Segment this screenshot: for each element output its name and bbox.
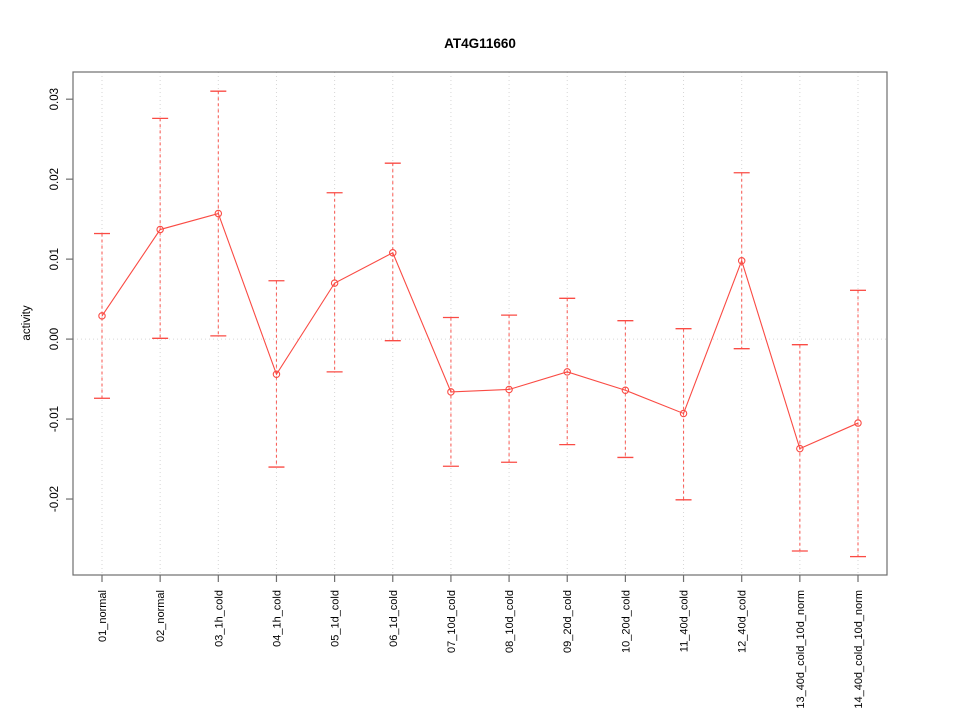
data-point-marker	[505, 385, 513, 394]
x-tick-label: 12_40d_cold	[737, 590, 749, 653]
data-point-marker	[563, 368, 571, 376]
x-tick-label: 06_1d_cold	[388, 590, 400, 647]
y-tick-label: 0.01	[49, 248, 61, 270]
x-tick-label: 03_1h_cold	[213, 590, 225, 647]
data-point-marker	[854, 419, 862, 427]
x-tick-label: 01_normal	[97, 590, 109, 642]
y-tick-label: 0.03	[49, 88, 61, 110]
data-point-marker	[796, 444, 804, 453]
data-point-marker	[214, 209, 223, 218]
x-tick-label: 13_40d_cold_10d_norm	[795, 590, 807, 709]
y-tick-label: 0.02	[49, 168, 61, 190]
data-point-marker	[98, 312, 106, 320]
x-tick-label: 02_normal	[155, 590, 167, 642]
x-tick-label: 10_20d_cold	[620, 590, 632, 653]
data-point-marker	[447, 388, 455, 396]
data-point-marker	[272, 370, 281, 379]
data-point-marker	[330, 279, 339, 287]
chart-title: AT4G11660	[444, 36, 516, 51]
x-tick-label: 07_10d_cold	[446, 590, 458, 653]
y-tick-label: -0.01	[49, 406, 61, 432]
x-tick-label: 05_1d_cold	[330, 590, 342, 647]
data-point-marker	[389, 248, 397, 257]
x-tick-label: 14_40d_cold_10d_norm	[853, 590, 865, 709]
y-tick-label: 0.00	[49, 328, 61, 350]
data-point-marker	[156, 225, 164, 234]
data-point-marker	[679, 409, 688, 418]
data-point-marker	[621, 386, 630, 395]
plot-border	[72, 71, 888, 576]
x-tick-label: 04_1h_cold	[271, 590, 283, 647]
data-point-marker	[737, 256, 746, 265]
x-tick-label: 11_40d_cold	[679, 590, 691, 652]
x-tick-label: 09_20d_cold	[562, 590, 574, 653]
x-tick-label: 08_10d_cold	[504, 590, 516, 653]
series-line	[101, 212, 859, 450]
y-tick-label: -0.02	[49, 486, 61, 512]
